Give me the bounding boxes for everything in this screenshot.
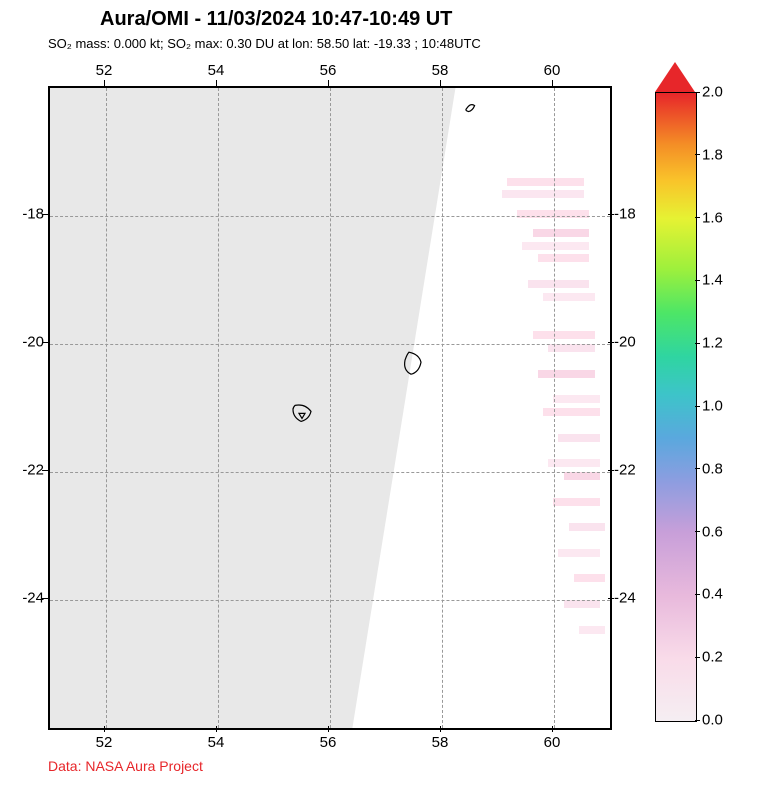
lon-tick-label: 56 [320, 734, 337, 751]
lon-tick-label: 56 [320, 62, 337, 79]
lat-tick-label: -22 [614, 462, 636, 479]
tick-mark [695, 406, 700, 407]
lon-tick-label: 58 [432, 62, 449, 79]
island-mauritius [405, 352, 421, 374]
tick-mark [216, 726, 217, 732]
chart-subtitle: SO₂ mass: 0.000 kt; SO₂ max: 0.30 DU at … [48, 36, 481, 51]
tick-mark [440, 80, 441, 86]
colorbar-tick-label: 1.2 [702, 335, 723, 352]
tick-mark [440, 726, 441, 732]
lon-tick-label: 60 [544, 734, 561, 751]
lon-tick-label: 54 [208, 734, 225, 751]
chart-title: Aura/OMI - 11/03/2024 10:47-10:49 UT [100, 8, 452, 31]
tick-mark [104, 80, 105, 86]
lon-tick-label: 52 [96, 62, 113, 79]
lat-tick-label: -24 [614, 590, 636, 607]
colorbar-tick-label: 0.0 [702, 712, 723, 729]
data-credit: Data: NASA Aura Project [48, 758, 203, 774]
islands-layer [50, 88, 610, 728]
lat-tick-label: -18 [4, 206, 44, 223]
tick-mark [42, 598, 48, 599]
lon-tick-label: 54 [208, 62, 225, 79]
lat-tick-label: -20 [614, 334, 636, 351]
tick-mark [328, 80, 329, 86]
tick-mark [695, 343, 700, 344]
map-frame [48, 86, 612, 730]
colorbar [655, 86, 695, 726]
tick-mark [552, 726, 553, 732]
tick-mark [42, 470, 48, 471]
colorbar-tick-label: 0.8 [702, 460, 723, 477]
tick-mark [695, 657, 700, 658]
colorbar-gradient [655, 92, 697, 722]
lon-tick-label: 52 [96, 734, 113, 751]
lat-tick-label: -24 [4, 590, 44, 607]
tick-mark [695, 531, 700, 532]
island-reunion [293, 405, 311, 421]
colorbar-tick-label: 1.4 [702, 272, 723, 289]
colorbar-tick-label: 0.2 [702, 649, 723, 666]
island-small-north [466, 105, 475, 112]
tick-mark [695, 154, 700, 155]
colorbar-tick-label: 0.4 [702, 586, 723, 603]
tick-mark [42, 342, 48, 343]
tick-mark [42, 214, 48, 215]
tick-mark [695, 468, 700, 469]
colorbar-tick-label: 0.6 [702, 523, 723, 540]
lon-tick-label: 58 [432, 734, 449, 751]
tick-mark [552, 80, 553, 86]
colorbar-tick-label: 1.8 [702, 146, 723, 163]
tick-mark [695, 280, 700, 281]
tick-mark [695, 92, 700, 93]
tick-mark [695, 720, 700, 721]
tick-mark [695, 594, 700, 595]
lat-tick-label: -18 [614, 206, 636, 223]
tick-mark [216, 80, 217, 86]
tick-mark [695, 217, 700, 218]
tick-mark [608, 598, 614, 599]
colorbar-tick-label: 2.0 [702, 84, 723, 101]
lon-tick-label: 60 [544, 62, 561, 79]
lat-tick-label: -22 [4, 462, 44, 479]
tick-mark [608, 470, 614, 471]
tick-mark [608, 342, 614, 343]
tick-mark [328, 726, 329, 732]
colorbar-tick-label: 1.6 [702, 209, 723, 226]
colorbar-over-arrow [655, 62, 695, 92]
tick-mark [104, 726, 105, 732]
lat-tick-label: -20 [4, 334, 44, 351]
tick-mark [608, 214, 614, 215]
colorbar-tick-label: 1.0 [702, 398, 723, 415]
